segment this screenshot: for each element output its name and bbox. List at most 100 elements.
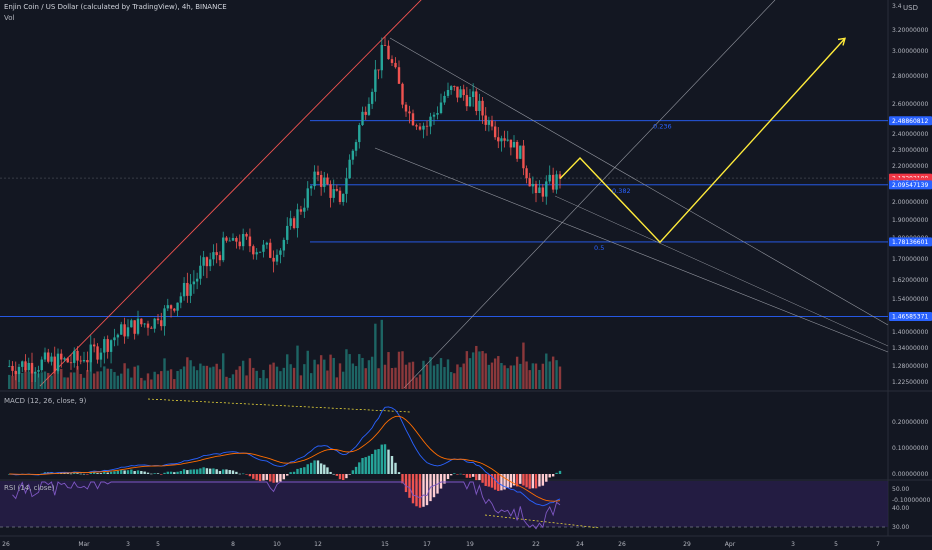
price-tick-label: 2.20000000 [892,163,928,170]
time-tick-label: 29 [683,541,691,548]
volume-bar [303,364,306,389]
trend-lines[interactable] [39,0,889,529]
candle-body [235,238,238,242]
macd-histogram-bar [275,474,279,483]
macd-histogram-bar [545,474,548,482]
candle-body [186,282,189,296]
volume-bar [541,363,545,389]
candle-body [120,324,123,335]
macd-histogram-bar [380,444,383,474]
macd-histogram-bar [225,469,228,474]
candle-body [202,257,205,266]
volume-bar [332,357,335,389]
rsi-label: RSI (14, close) [4,484,55,492]
volume-bar [50,375,53,389]
price-tag-box [889,116,932,126]
macd-histogram-bar [146,472,150,474]
fib-level-label: 0.236 [653,123,672,131]
candle-body [30,362,34,374]
volume-bar [143,380,146,389]
macd-histogram-bar [519,474,522,484]
volume-bar [515,356,519,389]
volume-bar [186,357,189,389]
candle-body [497,137,500,142]
volume-bar [432,365,436,389]
volume-bar [555,360,558,389]
macd-histogram-bar [475,474,478,481]
volume-bar [130,377,133,389]
volume-bar [484,353,487,389]
volume-bar [519,363,522,389]
candle-body [258,251,262,253]
candle-body [11,365,14,371]
currency-label: USD [903,4,918,12]
macd-histogram-bar [286,474,289,476]
volume-bar [313,359,316,389]
volume-bar [245,375,248,389]
volume-bar [156,374,160,389]
macd-histogram-bar [351,470,355,474]
macd-histogram-bar [73,472,76,474]
volume-bar [354,366,358,389]
time-tick-label: 19 [466,541,474,548]
volume-bar [456,364,459,389]
volume-bars [8,319,562,389]
volume-bar [225,376,228,389]
candle-body [279,250,282,255]
macd-histogram-bar [323,464,326,474]
volume-bar [323,359,326,389]
macd-histogram-bar [367,455,371,474]
candle-body [468,97,472,107]
price-tag-label: 2.09547139 [892,182,928,189]
macd-histogram-bar [218,470,222,474]
volume-bar [160,371,163,389]
macd-divergence-line [147,398,411,413]
price-tick-label: 1.34000000 [892,345,928,352]
horizontal-levels[interactable] [0,120,888,317]
macd-histogram-bar [487,474,491,487]
volume-bar [21,372,24,389]
volume-bar [133,366,136,389]
candle-body [106,339,109,352]
price-tick-label: 1.62000000 [892,277,928,284]
candle-body [493,126,497,138]
macd-histogram-bar [182,469,186,474]
macd-histogram-bar [169,471,173,474]
volume-bar [509,365,513,389]
projection-path[interactable] [559,37,846,244]
candle-body [525,168,528,179]
signal-line [9,415,561,502]
volume-bar [453,373,456,389]
volume-bar [258,378,262,389]
candle-body [487,120,491,125]
candle-body [500,138,503,142]
time-axis[interactable]: 26 Mar 3 5 8 10 12 15 17 19 22 24 26 29 Apr 3 5 7 [2,541,880,548]
volume-bar [63,377,66,389]
price-tick-label: 3.00000000 [892,48,928,55]
candle-body [509,139,513,148]
candle-body [176,302,179,311]
candle-body [130,320,133,328]
macd-histogram-bar [199,468,202,474]
macd-histogram-bar [79,473,82,475]
candle-body [123,324,126,337]
candle-body [475,91,478,111]
price-axis[interactable]: 3.4 3.20000000 3.00000000 2.80000000 2.60000… [892,3,931,531]
candle-body [86,360,89,363]
descending-channel-lower [374,147,889,353]
volume-bar [345,349,348,389]
macd-histogram-bar [465,474,469,478]
macd-histogram-bar [377,449,380,474]
volume-bar [169,369,173,389]
macd-histogram-bar [133,471,136,474]
volume-bar [150,379,153,389]
candle-body [478,100,481,111]
price-tag-label: 2.48860812 [892,118,928,125]
volume-label: Vol [4,14,15,22]
candle-body [269,242,272,258]
candle-body [432,114,436,117]
time-tick-label: 24 [576,541,584,548]
candle-body [113,337,116,341]
volume-bar [364,368,367,389]
